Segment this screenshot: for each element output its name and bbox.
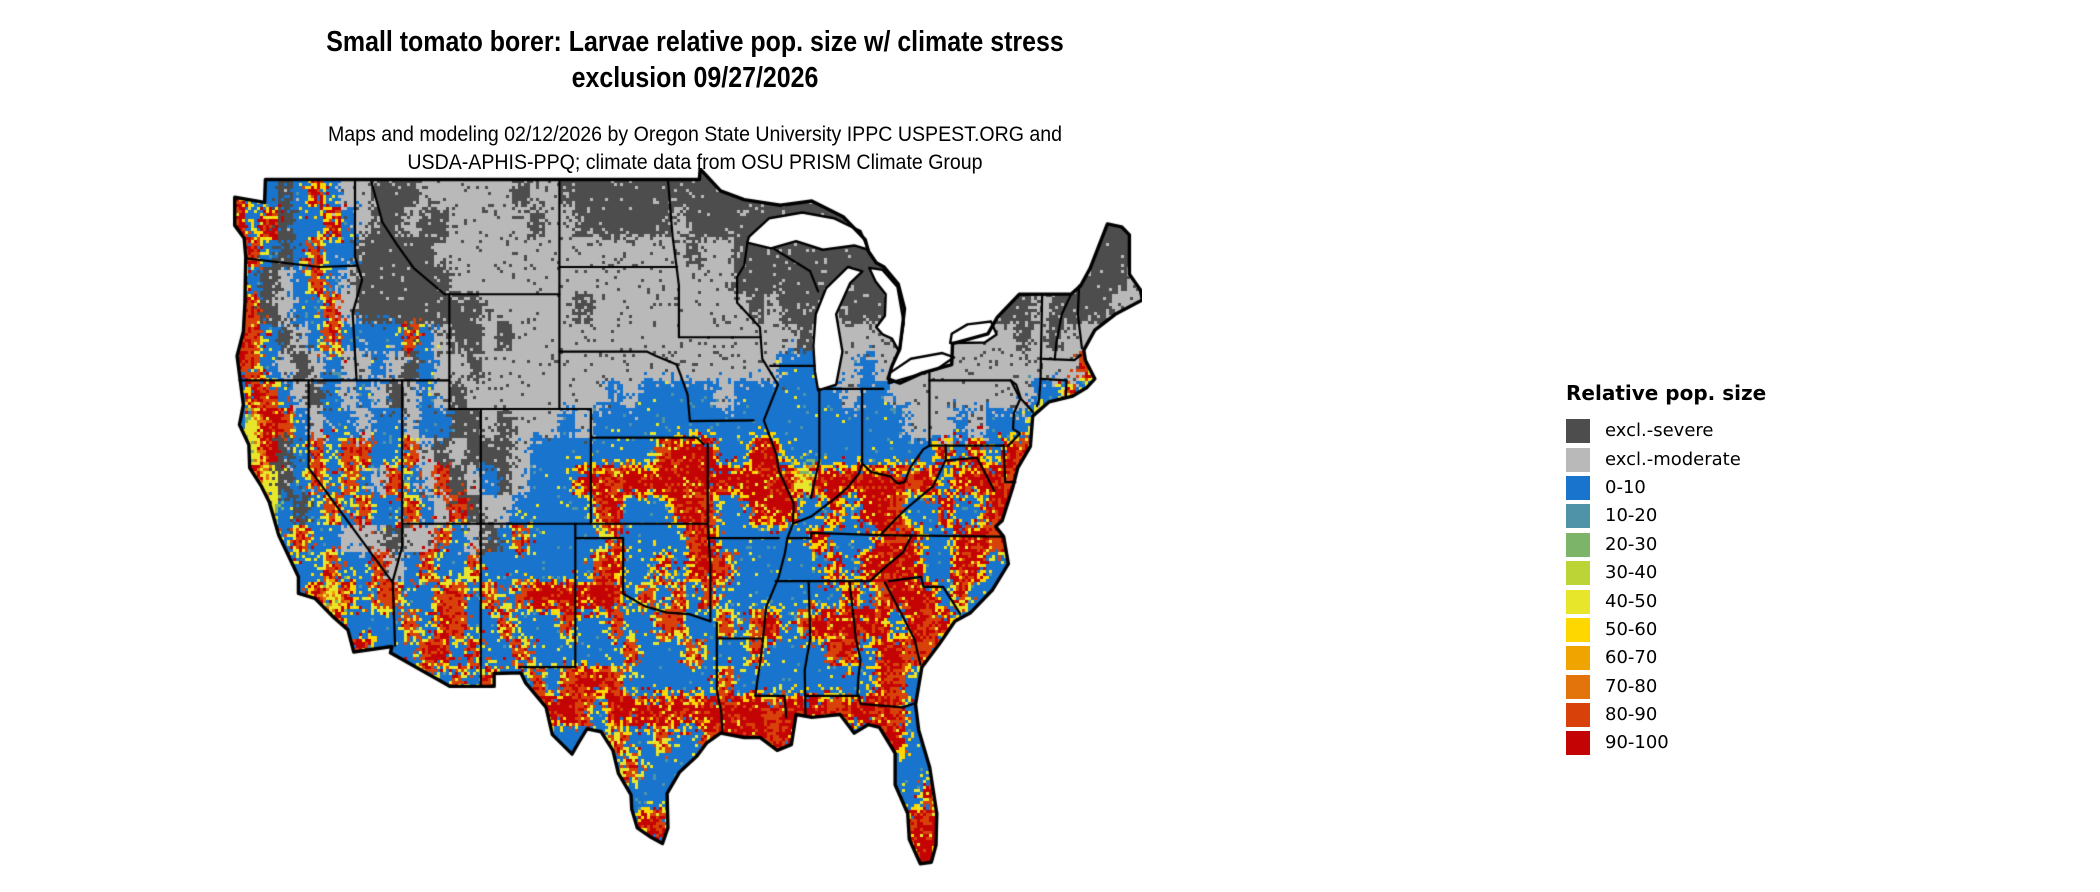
legend-item: 30-40 [1566,559,1766,587]
legend-items: excl.-severe excl.-moderate 0-10 10-20 2… [1566,417,1766,758]
legend-item: 20-30 [1566,531,1766,559]
legend-item: excl.-moderate [1566,445,1766,473]
legend-item: excl.-severe [1566,417,1766,445]
map-title-line2: exclusion 09/27/2026 [571,62,819,94]
legend-item-label: 80-90 [1605,704,1658,726]
legend-item: 80-90 [1566,701,1766,729]
legend-item-label: 0-10 [1605,476,1646,498]
legend-title: Relative pop. size [1566,381,1767,405]
legend-color-swatch [1566,561,1590,586]
legend-color-swatch [1566,475,1590,500]
legend-item: 40-50 [1566,587,1766,615]
legend-color-swatch [1566,447,1590,472]
legend-color-swatch [1566,617,1590,642]
legend-color-swatch [1566,731,1590,756]
legend-item: 50-60 [1566,616,1766,644]
legend-color-swatch [1566,504,1590,529]
legend-item-label: 60-70 [1605,647,1658,669]
legend-item-label: excl.-severe [1605,420,1714,442]
legend-item: 10-20 [1566,502,1766,530]
legend-item: 0-10 [1566,474,1766,502]
legend-color-swatch [1566,532,1590,557]
legend-color-swatch [1566,703,1590,728]
legend-color-swatch [1566,419,1590,444]
map-title-line1: Small tomato borer: Larvae relative pop.… [326,26,1064,58]
legend-color-swatch [1566,674,1590,699]
legend-item-label: excl.-moderate [1605,448,1741,470]
map-subtitle-line1: Maps and modeling 02/12/2026 by Oregon S… [327,122,1063,146]
legend-item-label: 10-20 [1605,505,1658,527]
legend-item: 70-80 [1566,673,1766,701]
legend-item: 90-100 [1566,729,1766,757]
legend-color-swatch [1566,646,1590,671]
us-map-canvas [230,168,1142,868]
legend-color-swatch [1566,589,1590,614]
map-legend: Relative pop. size excl.-severe excl.-mo… [1566,381,1766,758]
legend-item-label: 40-50 [1605,590,1658,612]
legend-item-label: 70-80 [1605,675,1658,697]
legend-item-label: 50-60 [1605,618,1658,640]
legend-item-label: 20-30 [1605,533,1658,555]
legend-item-label: 30-40 [1605,562,1658,584]
legend-item-label: 90-100 [1605,732,1669,754]
legend-item: 60-70 [1566,644,1766,672]
